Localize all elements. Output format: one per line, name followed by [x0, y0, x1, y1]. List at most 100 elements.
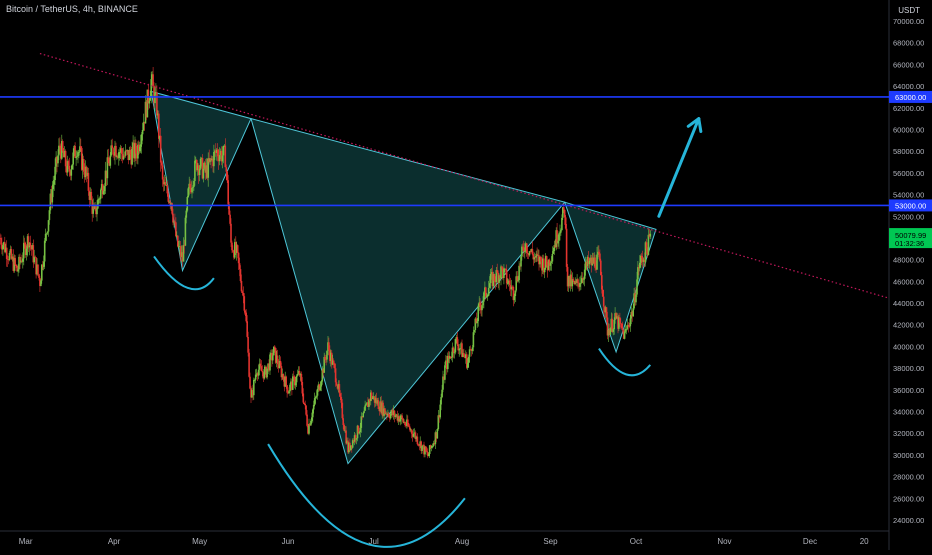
- candle-body: [581, 278, 583, 283]
- candle-body: [542, 258, 544, 271]
- candle-body: [410, 429, 413, 434]
- candle-body: [0, 238, 2, 245]
- candle-body: [376, 400, 379, 404]
- candle-body: [364, 405, 366, 411]
- price-tick-label: 40000.00: [893, 342, 924, 351]
- candle-body: [44, 233, 47, 241]
- candle-body: [276, 355, 279, 365]
- candle-body: [415, 436, 418, 439]
- candle-body: [497, 272, 499, 283]
- candle-body: [37, 264, 39, 275]
- candle-body: [119, 148, 122, 153]
- candle-body: [639, 262, 641, 269]
- candle-body: [168, 201, 170, 203]
- candle-body: [442, 376, 444, 390]
- candle-body: [296, 374, 299, 376]
- candle-body: [74, 146, 76, 158]
- candle-body: [20, 260, 22, 263]
- candle-body: [41, 264, 43, 281]
- candle-body: [551, 254, 554, 262]
- price-tick-label: 68000.00: [893, 39, 924, 48]
- candle-body: [114, 145, 116, 156]
- chart-title: Bitcoin / TetherUS, 4h, BINANCE: [6, 4, 138, 14]
- candle-body: [302, 393, 305, 403]
- candle-body: [464, 355, 466, 358]
- candle-body: [383, 408, 385, 416]
- candle-body: [260, 366, 263, 371]
- candle-body: [163, 182, 166, 185]
- candle-body: [592, 257, 594, 264]
- candle-body: [524, 251, 526, 252]
- candle-body: [246, 321, 248, 337]
- candle-body: [182, 245, 185, 262]
- candle-body: [358, 432, 361, 434]
- candle-body: [453, 352, 456, 354]
- candle-body: [331, 360, 334, 365]
- candle-body: [638, 267, 640, 269]
- candle-body: [291, 381, 293, 390]
- candle-body: [228, 204, 230, 215]
- candle-body: [623, 331, 626, 339]
- candle-body: [82, 159, 85, 172]
- candle-body: [533, 257, 536, 260]
- candle-body: [337, 384, 340, 389]
- price-tick-label: 24000.00: [893, 516, 924, 525]
- price-tick-label: 26000.00: [893, 494, 924, 503]
- candle-body: [314, 396, 317, 399]
- candle-body: [603, 306, 606, 313]
- candle-body: [81, 159, 84, 170]
- candle-body: [59, 145, 61, 147]
- candle-body: [559, 232, 561, 234]
- candle-body: [135, 143, 137, 154]
- candle-body: [352, 440, 355, 442]
- candle-body: [578, 283, 580, 287]
- candle-body: [339, 393, 342, 397]
- candle-body: [1, 244, 3, 250]
- last-price-countdown: 01:32:36: [895, 239, 924, 248]
- candle-body: [409, 426, 411, 430]
- candle-body: [51, 189, 54, 203]
- candle-body: [345, 430, 347, 444]
- candle-body: [12, 256, 15, 271]
- candle-body: [13, 258, 16, 271]
- candle-body: [619, 317, 621, 324]
- candle-body: [262, 372, 265, 379]
- candle-body: [21, 260, 23, 262]
- candle-body: [330, 352, 332, 361]
- candle-body: [64, 150, 67, 167]
- candle-body: [223, 145, 226, 147]
- candle-body: [160, 162, 163, 166]
- candle-body: [405, 425, 407, 426]
- candle-body: [466, 363, 469, 368]
- candle-body: [131, 149, 133, 165]
- candle-body: [217, 156, 220, 162]
- price-tick-label: 46000.00: [893, 277, 924, 286]
- candle-body: [78, 152, 80, 153]
- candle-body: [252, 390, 254, 396]
- candle-body: [306, 414, 308, 426]
- candle-body: [7, 259, 10, 261]
- candle-body: [610, 318, 613, 329]
- candle-body: [156, 92, 158, 116]
- candle-body: [553, 245, 556, 252]
- candle-body: [196, 165, 199, 171]
- candle-body: [106, 157, 109, 179]
- candle-body: [225, 167, 228, 172]
- candle-body: [544, 256, 547, 268]
- candle-body: [428, 454, 430, 457]
- time-tick-label: Nov: [717, 537, 731, 546]
- candle-body: [47, 220, 50, 232]
- candle-body: [598, 251, 600, 254]
- candle-body: [496, 270, 498, 273]
- candle-body: [130, 154, 132, 165]
- candle-body: [351, 445, 353, 448]
- candle-body: [169, 201, 171, 205]
- candle-body: [480, 306, 482, 311]
- candle-body: [401, 415, 403, 419]
- candle-body: [267, 363, 269, 369]
- candle-body: [511, 286, 514, 288]
- candle-body: [556, 230, 558, 244]
- candle-body: [166, 185, 169, 194]
